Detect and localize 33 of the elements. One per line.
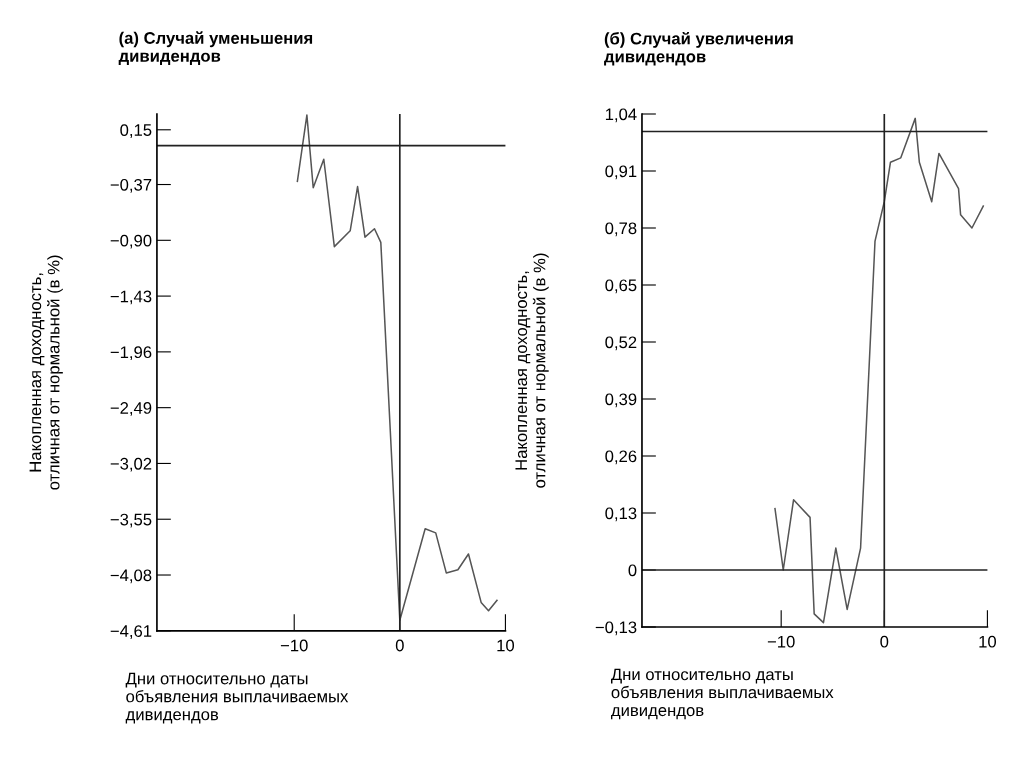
x-tick-label: −10 bbox=[767, 635, 795, 648]
chart-title: (а) Случай уменьшения дивидендов bbox=[118, 31, 313, 65]
y-tick-label: 0 bbox=[628, 564, 637, 577]
y-tick-label: 0,52 bbox=[605, 336, 637, 351]
y-tick-label: −0,90 bbox=[110, 234, 152, 249]
x-tick-label: 0 bbox=[880, 635, 889, 648]
y-tick-label: −1,96 bbox=[110, 346, 152, 361]
y-tick-label: 0,91 bbox=[605, 165, 637, 180]
y-tick-label: −0,37 bbox=[110, 178, 152, 193]
y-tick-label: 1,04 bbox=[605, 108, 637, 123]
y-tick-label: −3,55 bbox=[110, 513, 152, 528]
y-tick-label: −4,08 bbox=[110, 569, 152, 584]
x-axis-title: Дни относительно даты объявления выплачиваемых дивидендов bbox=[125, 672, 349, 724]
y-tick-label: −0,13 bbox=[595, 621, 637, 636]
chart-title: (б) Случай увеличения дивидендов bbox=[604, 31, 793, 66]
x-tick-label: 0 bbox=[395, 639, 404, 652]
line-series bbox=[774, 117, 985, 624]
y-tick-label: −2,49 bbox=[110, 402, 152, 416]
y-tick-label: 0,13 bbox=[605, 507, 637, 522]
y-tick-label: −4,61 bbox=[110, 625, 152, 639]
x-tick-label: 10 bbox=[497, 639, 515, 652]
y-tick-label: −1,43 bbox=[110, 290, 152, 305]
y-tick-label: −3,02 bbox=[110, 457, 152, 472]
y-axis-title: Накопленная доходность, отличная от нормальной (в %) bbox=[29, 255, 63, 490]
y-tick-label: 0,26 bbox=[605, 450, 637, 465]
y-tick-label: 0,15 bbox=[120, 124, 152, 138]
y-axis-title: Накопленная доходность, отличная от нормальной (в %) bbox=[515, 253, 549, 488]
x-axis-title: Дни относительно даты объявления выплачиваемых дивидендов bbox=[611, 668, 834, 720]
y-tick-label: 0,39 bbox=[605, 393, 637, 408]
y-tick-label: 0,65 bbox=[605, 279, 637, 294]
y-tick-label: 0,78 bbox=[605, 222, 637, 237]
x-tick-label: −10 bbox=[280, 639, 308, 652]
x-tick-label: 10 bbox=[979, 635, 997, 648]
